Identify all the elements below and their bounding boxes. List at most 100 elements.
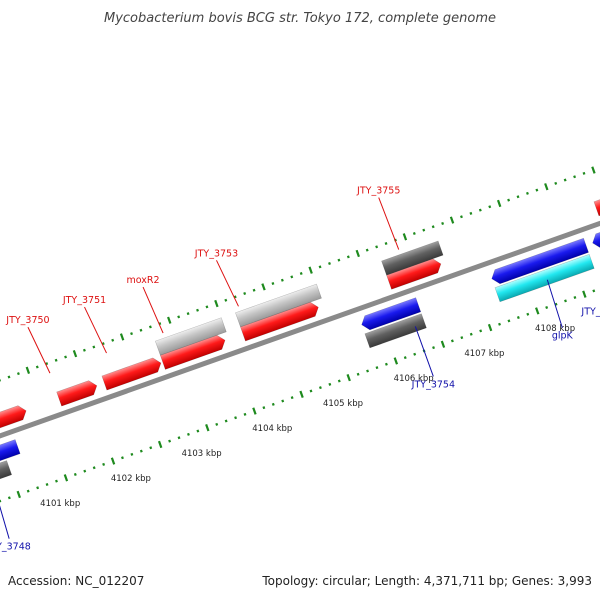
track-dot [507, 319, 511, 323]
track-dot [45, 482, 49, 486]
scale-tick-label: 4104 kbp [252, 424, 292, 434]
track-dot [573, 175, 577, 179]
track-dot [280, 278, 284, 282]
track-dot [64, 355, 67, 359]
track-dot [196, 308, 199, 312]
forward-gene-arrow[interactable] [101, 356, 164, 391]
scale-tick-label: 4108 kbp [535, 324, 575, 334]
track-dot [177, 315, 181, 319]
track-dot [224, 298, 228, 302]
track-dot [498, 322, 501, 326]
track-dot [375, 245, 379, 249]
gene-labels: 4101 kbp 4102 kbp 4103 kbp 4104 kbp 4105 kbp… [0, 186, 600, 553]
track-dot [299, 390, 304, 398]
track-dot [478, 208, 482, 212]
gene-name-label[interactable]: moxR2 [127, 275, 160, 286]
track-dot [318, 386, 322, 390]
track-dot [346, 373, 351, 382]
track-dot [36, 486, 40, 490]
track-dot [432, 346, 435, 350]
reverse-gene-arrow[interactable] [489, 237, 589, 286]
gene-name-label[interactable]: JTY_3748 [0, 542, 31, 553]
track-dot [393, 357, 399, 365]
scale-tick-label: 4105 kbp [323, 399, 363, 409]
track-dot [234, 416, 238, 420]
track-dot [187, 432, 190, 436]
forward-gene-arrow[interactable] [0, 404, 29, 444]
gene-leader-line [142, 286, 164, 334]
track-dot [328, 262, 331, 266]
gene-leader-line [378, 197, 400, 250]
track-dot [243, 292, 247, 296]
track-dot [102, 462, 106, 466]
track-dot [214, 299, 219, 308]
scale-tick-label: 4103 kbp [182, 449, 222, 459]
track-dot [573, 296, 577, 300]
track-dot [346, 255, 350, 259]
track-dot [252, 288, 256, 292]
track-dot [403, 356, 407, 360]
track-dot [413, 352, 417, 356]
track-dot [54, 358, 58, 362]
gene-name-label[interactable]: JTY_3757 [580, 306, 600, 317]
track-dot [139, 328, 143, 332]
forward-gene-arrow[interactable] [154, 317, 227, 356]
track-dot [7, 496, 11, 500]
forward-gene-arrow[interactable] [235, 283, 322, 328]
track-dot [92, 466, 96, 470]
track-dot [516, 316, 520, 320]
track-dot [261, 283, 266, 291]
gene-name-label[interactable]: JTY_3754 [411, 379, 455, 390]
scale-tick-label: 4107 kbp [464, 349, 504, 359]
track-dot [35, 365, 39, 369]
track-dot [224, 419, 228, 423]
track-dot [72, 349, 78, 358]
gene-name-label[interactable]: JTY_3753 [194, 248, 238, 259]
track-dot [110, 457, 116, 465]
track-dot [356, 372, 360, 376]
track-dot [526, 191, 529, 195]
track-dot [469, 332, 473, 336]
track-dot [496, 199, 502, 208]
forward-gene-arrow[interactable] [381, 240, 444, 276]
track-dot [92, 345, 96, 349]
track-dot [55, 479, 58, 483]
track-dot [535, 188, 539, 192]
gene-name-label[interactable]: JTY_3755 [356, 186, 400, 197]
track-dot [375, 366, 379, 370]
forward-gene-arrow[interactable] [593, 188, 600, 217]
track-dot [487, 323, 493, 332]
track-dot [26, 489, 30, 493]
reverse-gene-arrow[interactable] [590, 225, 600, 250]
track-dot [582, 290, 587, 298]
track-dot [564, 299, 567, 303]
track-dot [139, 449, 143, 453]
scale-tick-label: 4106 kbp [394, 374, 434, 384]
forward-gene-arrow[interactable] [56, 379, 100, 407]
gene-name-label[interactable]: JTY_3750 [5, 315, 49, 326]
reverse-gene-arrow[interactable] [494, 253, 595, 303]
gene-name-label[interactable]: JTY_3751 [62, 295, 106, 306]
reverse-gene-arrow[interactable] [364, 313, 427, 349]
reverse-dotted-track [0, 289, 596, 503]
track-dot [422, 228, 426, 232]
track-dot [479, 329, 483, 333]
track-dot [328, 382, 332, 386]
track-dot [440, 340, 446, 348]
gene-leader-line [84, 306, 107, 354]
track-dot [290, 275, 294, 279]
reverse-gene-arrow[interactable] [0, 439, 21, 467]
track-dot [526, 312, 530, 316]
reverse-gene-arrow[interactable] [359, 297, 422, 332]
track-dot [402, 233, 408, 241]
track-dot [460, 336, 464, 340]
reverse-gene-arrow[interactable] [0, 460, 12, 484]
track-dot [205, 424, 210, 432]
track-dot [177, 436, 181, 440]
track-dot [337, 379, 341, 383]
gene-name-label[interactable]: glpK [552, 331, 574, 342]
track-dot [299, 272, 303, 276]
track-dot [157, 440, 163, 449]
map-title: Mycobacterium bovis BCG str. Tokyo 172, … [104, 11, 496, 26]
track-dot [149, 446, 153, 450]
